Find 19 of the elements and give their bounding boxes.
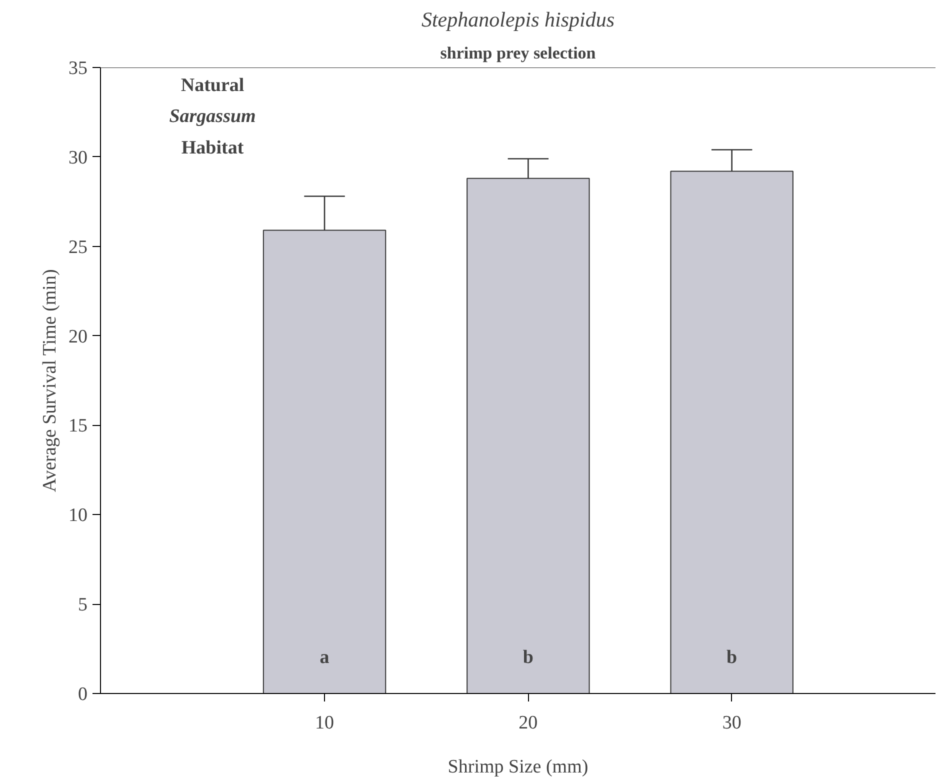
chart-subtitle: shrimp prey selection xyxy=(440,44,596,62)
y-tick-label: 5 xyxy=(78,594,88,616)
chart-title: Stephanolepis hispidus xyxy=(421,8,615,32)
x-tick-label: 30 xyxy=(722,712,742,734)
y-tick-label: 35 xyxy=(68,58,88,79)
y-tick-label: 0 xyxy=(78,684,88,705)
y-tick-label: 30 xyxy=(68,147,88,168)
y-tick-label: 25 xyxy=(68,236,88,258)
y-tick-label: 15 xyxy=(68,416,88,437)
annotation: b xyxy=(522,647,534,668)
y-axis-title: Average Survival Time (min) xyxy=(40,269,60,492)
annotation: b xyxy=(726,647,738,668)
annotation: a xyxy=(320,647,330,668)
y-tick-label: 10 xyxy=(68,505,88,526)
x-tick-label: 10 xyxy=(315,712,334,734)
y-tick-label: 20 xyxy=(68,326,88,348)
x-tick-label: 20 xyxy=(518,712,538,734)
x-axis-title: Shrimp Size (mm) xyxy=(448,756,588,778)
annotation: Natural Sargassum Habitat xyxy=(169,74,256,158)
